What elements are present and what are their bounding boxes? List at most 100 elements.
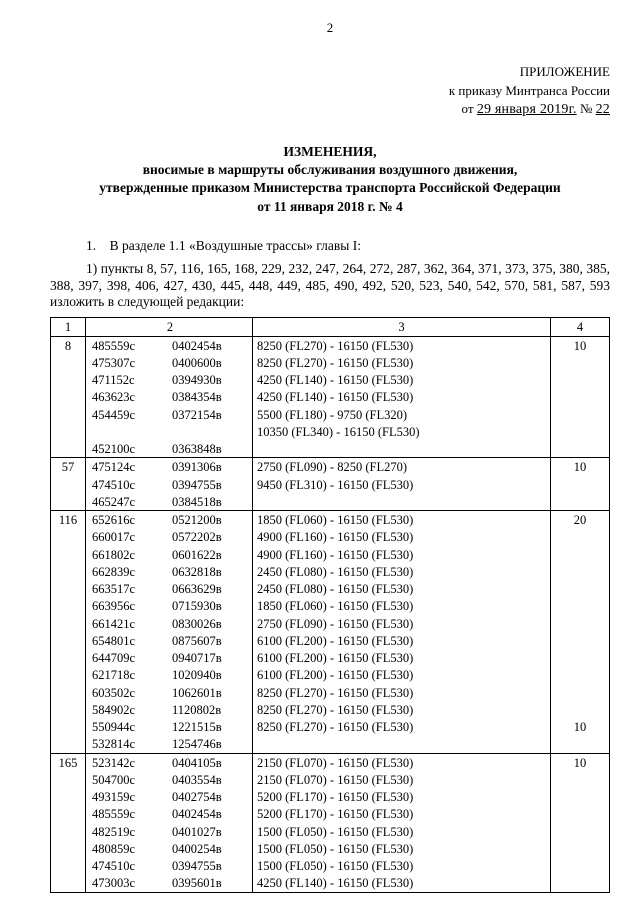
th-1: 1 [51, 318, 86, 336]
cell-range: 10350 (FL340) - 16150 (FL530) [253, 423, 551, 440]
cell-col4 [551, 493, 610, 511]
cell-coord-b: 0601622в [168, 546, 253, 563]
intro-p1: 1. В разделе 1.1 «Воздушные трассы» глав… [50, 238, 610, 255]
cell-coord-a: 644709с [86, 649, 169, 666]
appendix-date-line: от 29 января 2019г. № 22 [50, 101, 610, 119]
cell-coord-a: 480859с [86, 840, 169, 857]
cell-id: 8 [51, 336, 86, 458]
cell-coord-b: 1120802в [168, 701, 253, 718]
page-number: 2 [50, 20, 610, 36]
cell-col4: 10 [551, 458, 610, 476]
cell-coord-a: 661421с [86, 615, 169, 632]
cell-col4 [551, 666, 610, 683]
cell-coord-b: 0572202в [168, 528, 253, 545]
heading-block: вносимые в маршруты обслуживания воздушн… [50, 161, 610, 216]
table-row: 474510с0394755в9450 (FL310) - 16150 (FL5… [51, 476, 610, 493]
cell-col4 [551, 546, 610, 563]
table-header-row: 1 2 3 4 [51, 318, 610, 336]
cell-coord-b: 0632818в [168, 563, 253, 580]
cell-range [253, 735, 551, 753]
table-row: 116652616с0521200в1850 (FL060) - 16150 (… [51, 511, 610, 529]
cell-coord-a: 474510с [86, 857, 169, 874]
table-row: 465247с0384518в [51, 493, 610, 511]
th-2: 2 [86, 318, 253, 336]
cell-coord-b: 0402454в [168, 336, 253, 354]
cell-col4 [551, 840, 610, 857]
cell-coord-a: 663517с [86, 580, 169, 597]
table-row: 10350 (FL340) - 16150 (FL530) [51, 423, 610, 440]
table-row: 482519с0401027в1500 (FL050) - 16150 (FL5… [51, 823, 610, 840]
table-row: 504700с0403554в2150 (FL070) - 16150 (FL5… [51, 771, 610, 788]
table-row: 654801с0875607в6100 (FL200) - 16150 (FL5… [51, 632, 610, 649]
cell-coord-b: 0384518в [168, 493, 253, 511]
cell-coord-a: 465247с [86, 493, 169, 511]
table-row: 473003с0395601в4250 (FL140) - 16150 (FL5… [51, 874, 610, 892]
cell-col4: 20 [551, 511, 610, 529]
cell-range: 2750 (FL090) - 16150 (FL530) [253, 615, 551, 632]
cell-coord-a: 661802с [86, 546, 169, 563]
cell-col4 [551, 805, 610, 822]
cell-range: 2150 (FL070) - 16150 (FL530) [253, 771, 551, 788]
table-row: 660017с0572202в4900 (FL160) - 16150 (FL5… [51, 528, 610, 545]
table-row: 663517с0663629в2450 (FL080) - 16150 (FL5… [51, 580, 610, 597]
cell-coord-a: 473003с [86, 874, 169, 892]
cell-range: 4900 (FL160) - 16150 (FL530) [253, 546, 551, 563]
table-row: 485559с0402454в5200 (FL170) - 16150 (FL5… [51, 805, 610, 822]
cell-col4 [551, 406, 610, 423]
cell-coord-a: 523142с [86, 753, 169, 771]
cell-coord-b: 0391306в [168, 458, 253, 476]
cell-coord-a: 454459с [86, 406, 169, 423]
cell-coord-a: 662839с [86, 563, 169, 580]
cell-range: 9450 (FL310) - 16150 (FL530) [253, 476, 551, 493]
table-row: 550944с1221515в8250 (FL270) - 16150 (FL5… [51, 718, 610, 735]
cell-col4 [551, 597, 610, 614]
cell-coord-b: 1254746в [168, 735, 253, 753]
cell-col4 [551, 649, 610, 666]
table-row: 662839с0632818в2450 (FL080) - 16150 (FL5… [51, 563, 610, 580]
table-row: 8485559с0402454в8250 (FL270) - 16150 (FL… [51, 336, 610, 354]
cell-coord-a: 482519с [86, 823, 169, 840]
cell-coord-b: 0395601в [168, 874, 253, 892]
cell-coord-a: 463623с [86, 388, 169, 405]
cell-col4 [551, 788, 610, 805]
table-row: 661421с0830026в2750 (FL090) - 16150 (FL5… [51, 615, 610, 632]
cell-col4 [551, 388, 610, 405]
cell-range: 1500 (FL050) - 16150 (FL530) [253, 823, 551, 840]
cell-coord-b: 1221515в [168, 718, 253, 735]
appendix-num-prefix: № [580, 101, 592, 116]
table-row: 474510с0394755в1500 (FL050) - 16150 (FL5… [51, 857, 610, 874]
cell-range: 2450 (FL080) - 16150 (FL530) [253, 580, 551, 597]
cell-range: 6100 (FL200) - 16150 (FL530) [253, 649, 551, 666]
cell-range: 8250 (FL270) - 16150 (FL530) [253, 684, 551, 701]
cell-coord-b: 0715930в [168, 597, 253, 614]
cell-coord-a: 493159с [86, 788, 169, 805]
cell-coord-b: 0940717в [168, 649, 253, 666]
heading-line1: ИЗМЕНЕНИЯ, [50, 144, 610, 161]
table-row: 603502с1062601в8250 (FL270) - 16150 (FL5… [51, 684, 610, 701]
cell-col4 [551, 563, 610, 580]
cell-id: 57 [51, 458, 86, 511]
cell-coord-b: 0663629в [168, 580, 253, 597]
cell-id: 165 [51, 753, 86, 892]
cell-coord-a: 654801с [86, 632, 169, 649]
cell-range: 1850 (FL060) - 16150 (FL530) [253, 597, 551, 614]
cell-col4 [551, 684, 610, 701]
cell-range: 5200 (FL170) - 16150 (FL530) [253, 788, 551, 805]
table-row: 532814с1254746в [51, 735, 610, 753]
cell-range: 8250 (FL270) - 16150 (FL530) [253, 336, 551, 354]
appendix-num-hand: 22 [596, 102, 610, 117]
table-row: 621718с1020940в6100 (FL200) - 16150 (FL5… [51, 666, 610, 683]
cell-col4 [551, 632, 610, 649]
cell-range: 2750 (FL090) - 8250 (FL270) [253, 458, 551, 476]
cell-coord-b: 0830026в [168, 615, 253, 632]
cell-coord-a: 621718с [86, 666, 169, 683]
cell-coord-a: 485559с [86, 805, 169, 822]
table-row: 644709с0940717в6100 (FL200) - 16150 (FL5… [51, 649, 610, 666]
table-row: 475307с0400600в8250 (FL270) - 16150 (FL5… [51, 354, 610, 371]
cell-coord-a: 485559с [86, 336, 169, 354]
appendix-date-prefix: от [462, 101, 474, 116]
cell-range: 4900 (FL160) - 16150 (FL530) [253, 528, 551, 545]
cell-col4: 10 [551, 753, 610, 771]
cell-coord-b: 0372154в [168, 406, 253, 423]
cell-coord-a: 663956с [86, 597, 169, 614]
